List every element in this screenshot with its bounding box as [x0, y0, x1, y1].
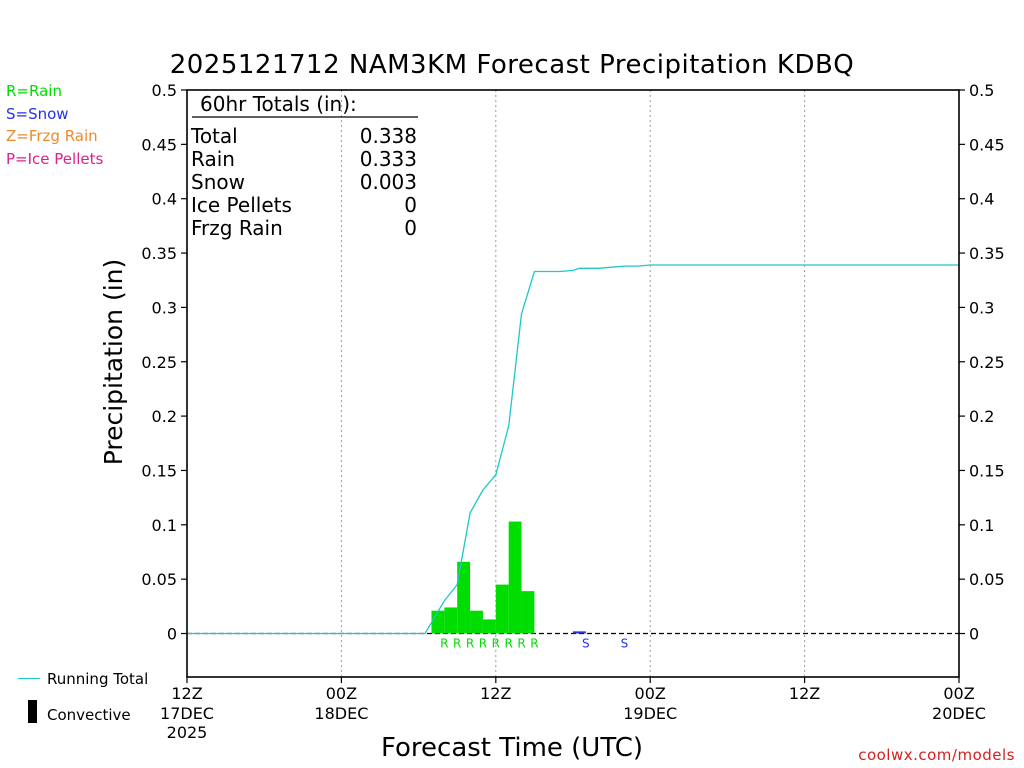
x-axis-title: Forecast Time (UTC) [380, 733, 643, 763]
y-tick-label: 0.25 [141, 353, 177, 372]
totals-value: 0.333 [360, 147, 417, 171]
convective-label: Convective [47, 706, 131, 724]
precip-bar [470, 610, 483, 634]
x-tick-date: 18DEC [314, 704, 368, 723]
precip-bar [495, 584, 509, 634]
totals-value: 0 [404, 216, 417, 240]
precip-bar [431, 610, 445, 634]
x-tick-year: 2025 [167, 723, 208, 742]
ptype-label: R [479, 637, 487, 651]
precip-bar [444, 607, 458, 634]
ptype-label: R [466, 637, 474, 651]
ptype-label: R [453, 637, 461, 651]
totals-label: Total [190, 124, 238, 148]
ptype-label: S [621, 637, 629, 651]
convective-swatch [28, 700, 37, 723]
x-tick-label: 12Z [789, 684, 820, 703]
totals-label: Snow [191, 170, 245, 194]
x-tick-date: 20DEC [932, 704, 986, 723]
ptype-label: R [504, 637, 512, 651]
running-total-label: Running Total [47, 670, 149, 688]
x-tick-label: 00Z [943, 684, 974, 703]
y-tick-label: 0.4 [152, 190, 177, 209]
legend-ice-pellets: P=Ice Pellets [6, 150, 104, 168]
precip-bar [482, 619, 496, 634]
ptype-label: R [440, 637, 448, 651]
x-tick-label: 12Z [480, 684, 511, 703]
legend-snow: S=Snow [6, 105, 69, 123]
chart-title: 2025121712 NAM3KM Forecast Precipitation… [169, 50, 855, 80]
legend-rain: R=Rain [6, 82, 62, 100]
y-tick-label: 0.1 [152, 516, 177, 535]
x-tick-date: 19DEC [623, 704, 677, 723]
totals-label: Rain [191, 147, 235, 171]
totals-value: 0.003 [360, 170, 417, 194]
totals-header: 60hr Totals (in): [200, 92, 357, 116]
running-total-swatch [18, 678, 40, 679]
y-axis-title: Precipitation (in) [99, 259, 128, 466]
y-tick-label-right: 0.15 [969, 461, 1005, 480]
y-tick-label-right: 0.1 [969, 516, 994, 535]
y-tick-label: 0.05 [141, 570, 177, 589]
y-tick-label: 0.35 [141, 244, 177, 263]
y-tick-label-right: 0.05 [969, 570, 1005, 589]
y-tick-label-right: 0.2 [969, 407, 994, 426]
y-tick-label: 0 [167, 625, 177, 644]
y-tick-label-right: 0.3 [969, 298, 994, 317]
totals-label: Ice Pellets [191, 193, 292, 217]
y-tick-label-right: 0.25 [969, 353, 1005, 372]
legend-frzg-rain: Z=Frzg Rain [6, 127, 98, 145]
precip-bar [521, 591, 535, 634]
totals-value: 0.338 [360, 124, 417, 148]
y-tick-label-right: 0.35 [969, 244, 1005, 263]
y-tick-label-right: 0.45 [969, 135, 1005, 154]
y-tick-label: 0.3 [152, 298, 177, 317]
ptype-label: R [517, 637, 525, 651]
running-total-line [187, 264, 959, 635]
y-tick-label-right: 0.4 [969, 190, 994, 209]
plot-frame [186, 89, 960, 678]
x-tick-label: 00Z [635, 684, 666, 703]
x-tick-date: 17DEC [160, 704, 214, 723]
x-tick-label: 12Z [171, 684, 202, 703]
credit-text: coolwx.com/models [858, 746, 1015, 764]
y-tick-label-right: 0 [969, 625, 979, 644]
precip-bar [573, 631, 586, 634]
ptype-label: R [492, 637, 500, 651]
y-tick-label: 0.2 [152, 407, 177, 426]
y-tick-label: 0.45 [141, 135, 177, 154]
y-tick-label: 0.15 [141, 461, 177, 480]
y-tick-label: 0.5 [152, 81, 177, 100]
precip-bar [457, 561, 471, 634]
totals-value: 0 [404, 193, 417, 217]
totals-label: Frzg Rain [191, 216, 283, 240]
x-tick-label: 00Z [326, 684, 357, 703]
ptype-label: R [530, 637, 538, 651]
precip-bar [508, 521, 522, 634]
ptype-label: S [582, 637, 590, 651]
y-tick-label-right: 0.5 [969, 81, 994, 100]
